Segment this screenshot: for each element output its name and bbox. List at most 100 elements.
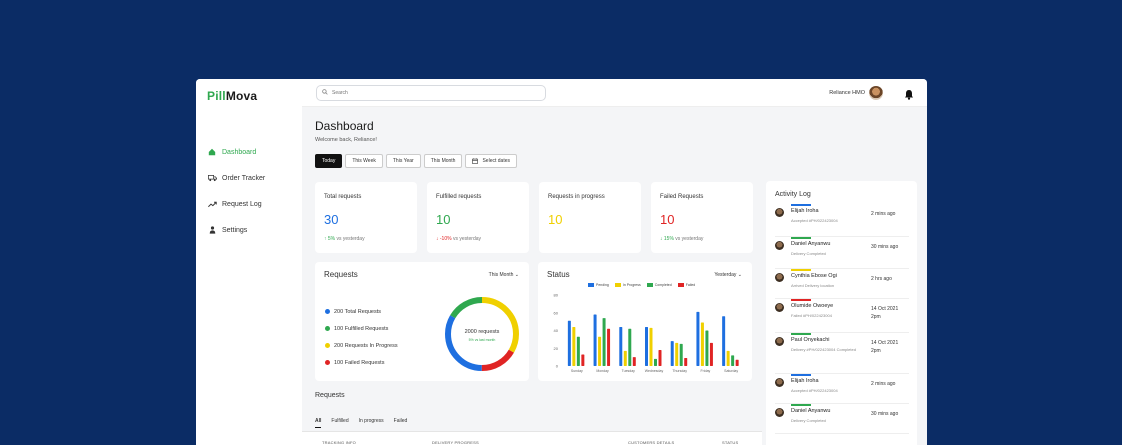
stat-delta-text: vs yesterday	[452, 236, 482, 242]
brand-logo[interactable]: PillMova	[207, 89, 257, 103]
sidebar-nav: Dashboard Order Tracker Request Log Sett…	[207, 139, 265, 243]
requests-card-title: Requests	[324, 270, 358, 279]
activity-description: Failed #PH/022423004	[791, 313, 832, 318]
tab-failed[interactable]: Failed	[393, 418, 408, 424]
stat-label: Fulfilled requests	[436, 194, 482, 200]
activity-item[interactable]: Olumide Owoeye Failed #PH/022423004 14 Oct…	[775, 299, 909, 333]
bar-in-progress	[675, 342, 679, 366]
date-filters: Today This Week This Year This Month Sel…	[315, 154, 520, 168]
activity-status-bar	[791, 237, 811, 239]
filter-this-month-button[interactable]: This Month	[423, 154, 463, 168]
y-tick-label: 0	[556, 364, 559, 369]
bar-in-progress	[572, 326, 576, 366]
activity-name: Daniel Anyanwu	[791, 241, 831, 247]
search-icon	[322, 89, 328, 97]
column-header-progress: DELIVERY PROGRESS	[432, 440, 479, 445]
y-tick-label: 60	[554, 310, 559, 315]
legend-label: 100 Fulfilled Requests	[334, 325, 389, 332]
filter-this-year-button[interactable]: This Year	[385, 154, 421, 168]
tab-fulfilled[interactable]: Fulfilled	[331, 418, 349, 424]
bar-failed	[709, 342, 713, 366]
requests-table-header: TRACKING INFO DELIVERY PROGRESS CUSTOMER…	[302, 431, 762, 445]
select-dates-button[interactable]: Select dates	[465, 154, 517, 168]
legend-item: Failed	[677, 283, 696, 287]
bar-in-progress	[598, 336, 602, 366]
donut-sub-label: 5% vs last month	[469, 338, 496, 342]
requests-legend: 200 Total Requests 100 Fulfilled Request…	[325, 303, 398, 371]
sidebar-item-settings[interactable]: Settings	[207, 217, 265, 243]
y-tick-label: 80	[554, 293, 559, 298]
bar-completed	[679, 343, 683, 366]
sidebar-item-dashboard[interactable]: Dashboard	[207, 139, 265, 165]
activity-time: 30 mins ago	[871, 243, 898, 251]
activity-time: 30 mins ago	[871, 410, 898, 418]
arrow-down-icon: ↓	[660, 236, 663, 242]
activity-item[interactable]: Elijah Iroha Accepted #PH/022423004 2 mins…	[775, 204, 909, 237]
activity-time-value: 2 mins ago	[871, 381, 896, 387]
stat-card-failed: Failed Requests 10 ↓ 15% vs yesterday	[651, 182, 753, 253]
activity-item[interactable]: Paul Onyekachi Delivery #PH/022423004 Com…	[775, 333, 909, 374]
avatar	[775, 378, 784, 387]
activity-time-value: 2 hrs ago	[871, 276, 892, 282]
period-dropdown[interactable]: This Month ⌄	[489, 272, 519, 278]
activity-item[interactable]: Cynthia Ebose Ogi Arrived Delivery locati…	[775, 269, 909, 299]
sidebar-item-request-log[interactable]: Request Log	[207, 191, 265, 217]
activity-time: 2 mins ago	[871, 380, 895, 388]
trend-icon	[207, 199, 217, 209]
stat-card-fulfilled: Fulfilled requests 10 ↓ -10% vs yesterda…	[427, 182, 529, 253]
filter-this-week-button[interactable]: This Week	[345, 154, 383, 168]
status-period-label: Yesterday	[714, 272, 737, 278]
bar-completed	[628, 328, 632, 366]
list-item: 200 Total Requests	[325, 303, 398, 320]
stat-delta-value: 15%	[663, 236, 674, 242]
legend-label: Failed	[685, 283, 696, 287]
avatar	[775, 273, 784, 282]
activity-item[interactable]: Elijah Iroha Accepted #PH/022423004 2 mins…	[775, 374, 909, 404]
sidebar-item-label: Settings	[222, 226, 248, 234]
bar-pending	[645, 326, 648, 366]
activity-description: Delivery Completed	[791, 251, 826, 256]
activity-time: 2 mins ago	[871, 210, 895, 218]
red-dot-icon	[325, 360, 330, 365]
activity-item[interactable]: Daniel Anyanwu Delivery Completed 30 mins …	[775, 237, 909, 269]
avatar	[775, 241, 784, 250]
stat-delta: ↓ 15% vs yesterday	[660, 236, 703, 242]
activity-name: Cynthia Ebose Ogi	[791, 273, 837, 279]
user-name: Reliance HMO	[829, 90, 865, 96]
avatar[interactable]	[869, 86, 883, 100]
activity-status-bar	[791, 404, 811, 406]
avatar	[775, 303, 784, 312]
sidebar-item-order-tracker[interactable]: Order Tracker	[207, 165, 265, 191]
legend-label: Pending	[596, 283, 609, 287]
status-chart-card: Status Yesterday ⌄ Pending In Progress C…	[538, 262, 752, 381]
search-box[interactable]	[316, 85, 546, 101]
filter-today-button[interactable]: Today	[315, 154, 343, 168]
stat-label: Total requests	[324, 194, 362, 200]
stat-value: 10	[660, 212, 675, 227]
green-dot-icon	[325, 326, 330, 331]
stat-delta-value: -10%	[439, 236, 452, 242]
search-input[interactable]	[332, 90, 532, 96]
activity-description: Delivery #PH/022423004 Completed	[791, 347, 856, 352]
welcome-text: Welcome back, Reliance!	[315, 137, 377, 143]
avatar	[775, 337, 784, 346]
legend-item: Completed	[646, 283, 672, 287]
status-period-dropdown[interactable]: Yesterday ⌄	[714, 272, 742, 278]
tab-all[interactable]: All	[315, 418, 322, 428]
stat-card-total: Total requests 30 ↑ 5% vs yesterday	[315, 182, 417, 253]
activity-time-secondary: 2pm	[871, 314, 881, 320]
select-dates-label: Select dates	[482, 158, 510, 164]
bell-icon[interactable]	[904, 87, 914, 100]
x-tick-label: Sunday	[571, 369, 583, 373]
donut-segment	[445, 297, 519, 371]
activity-name: Paul Onyekachi	[791, 337, 830, 343]
activity-time: 14 Oct 2021 2pm	[871, 339, 898, 355]
user-menu[interactable]: Reliance HMO	[829, 86, 883, 100]
activity-item[interactable]: Daniel Anyanwu Delivery Completed 30 mins …	[775, 404, 909, 434]
activity-time: 2 hrs ago	[871, 275, 892, 283]
status-card-title: Status	[547, 270, 570, 279]
tab-in-progress[interactable]: In progress	[358, 418, 384, 424]
activity-time-value: 2 mins ago	[871, 211, 896, 217]
bar-pending	[722, 316, 726, 366]
bar-failed	[684, 358, 688, 366]
